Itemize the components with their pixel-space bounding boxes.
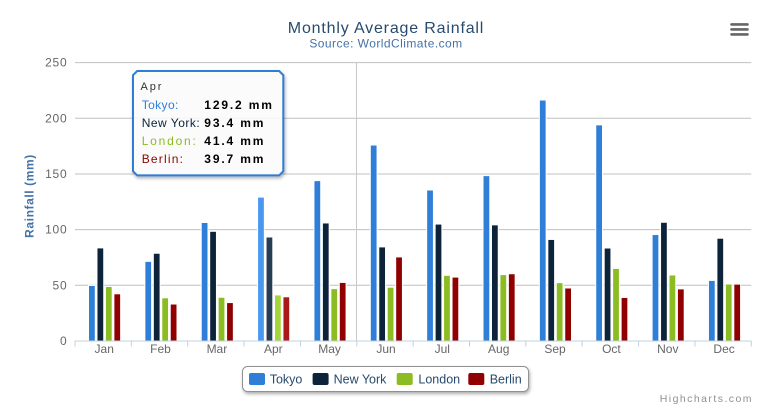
svg-text:Sep: Sep <box>544 342 566 356</box>
svg-text:100: 100 <box>45 223 67 237</box>
svg-text:Source: WorldClimate.com: Source: WorldClimate.com <box>309 37 462 51</box>
svg-text:Nov: Nov <box>657 342 678 356</box>
svg-text:New York:: New York: <box>142 116 201 130</box>
svg-text:Jul: Jul <box>435 342 450 356</box>
svg-text:0: 0 <box>60 334 67 348</box>
svg-text:May: May <box>318 342 341 356</box>
svg-text:New York: New York <box>334 372 388 386</box>
svg-text:Oct: Oct <box>602 342 621 356</box>
svg-text:London: London <box>418 372 460 386</box>
svg-text:Aug: Aug <box>488 342 509 356</box>
svg-text:39.7 mm: 39.7 mm <box>204 152 265 166</box>
svg-text:London:: London: <box>142 134 198 148</box>
svg-text:Dec: Dec <box>713 342 734 356</box>
svg-text:129.2 mm: 129.2 mm <box>204 98 274 112</box>
svg-text:250: 250 <box>45 56 67 70</box>
svg-text:41.4 mm: 41.4 mm <box>204 134 265 148</box>
svg-text:150: 150 <box>45 167 67 181</box>
svg-text:Tokyo:: Tokyo: <box>142 98 179 112</box>
svg-text:Monthly Average Rainfall: Monthly Average Rainfall <box>288 20 484 37</box>
svg-text:Berlin: Berlin <box>490 372 522 386</box>
svg-text:Rainfall (mm): Rainfall (mm) <box>23 154 37 238</box>
svg-text:Tokyo: Tokyo <box>270 372 303 386</box>
svg-text:Mar: Mar <box>207 342 228 356</box>
svg-text:Jun: Jun <box>376 342 395 356</box>
svg-text:200: 200 <box>45 111 67 125</box>
svg-text:Apr: Apr <box>141 81 164 93</box>
svg-text:Feb: Feb <box>150 342 171 356</box>
svg-text:Apr: Apr <box>264 342 283 356</box>
svg-text:50: 50 <box>53 278 68 292</box>
svg-text:Berlin:: Berlin: <box>142 152 184 166</box>
svg-text:Highcharts.com: Highcharts.com <box>660 393 753 405</box>
svg-text:93.4 mm: 93.4 mm <box>204 116 265 130</box>
svg-text:Jan: Jan <box>95 342 114 356</box>
